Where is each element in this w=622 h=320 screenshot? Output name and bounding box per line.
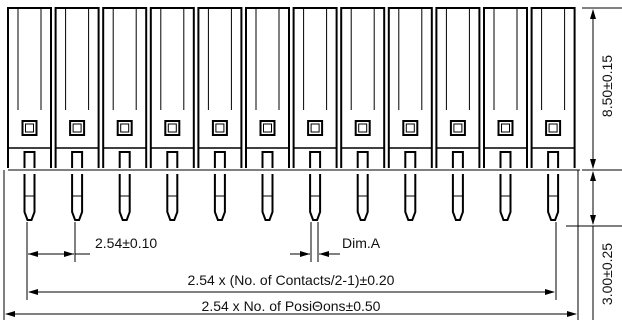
pin-12 xyxy=(530,7,576,221)
dim-a-label: Dim.A xyxy=(342,235,381,251)
pitch-dimension-label: 2.54±0.10 xyxy=(95,235,157,251)
pin-7 xyxy=(292,7,338,221)
pin-9 xyxy=(387,7,433,221)
pin-8 xyxy=(340,7,386,221)
pin-3 xyxy=(102,7,148,221)
pin-2 xyxy=(54,7,100,221)
connector-pins xyxy=(0,7,582,221)
pin-11 xyxy=(483,7,528,221)
body-pin-gap xyxy=(0,168,582,174)
pin-1 xyxy=(7,7,52,221)
pin-4 xyxy=(149,7,195,221)
overall-length-label: 2.54 x No. of PosiΘons±0.50 xyxy=(202,298,381,314)
right-dimension-lines xyxy=(566,7,622,320)
body-height-label: 8.50±0.15 xyxy=(599,55,615,117)
pin-length-label: 3.00±0.25 xyxy=(599,243,615,305)
pin-10 xyxy=(435,7,481,221)
pin-5 xyxy=(197,7,243,221)
contacts-span-label: 2.54 x (No. of Contacts/2-1)±0.20 xyxy=(188,272,395,288)
bottom-dimension-lines xyxy=(3,170,579,320)
pin-6 xyxy=(245,7,290,221)
